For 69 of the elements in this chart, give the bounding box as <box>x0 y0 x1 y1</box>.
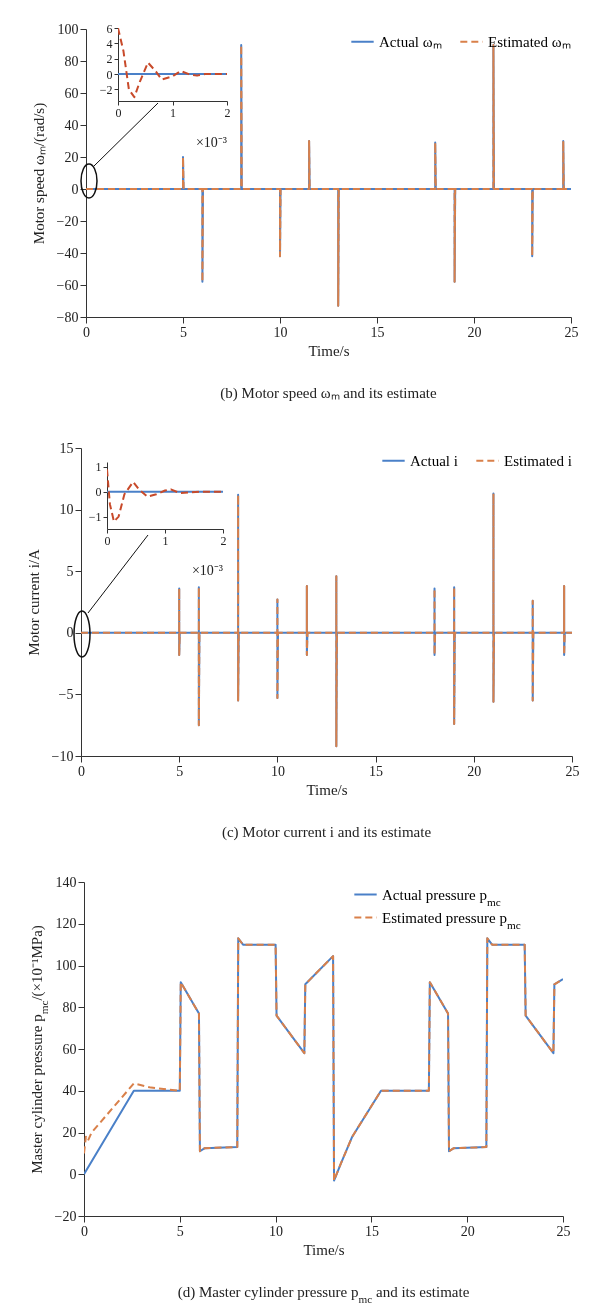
x-tick-label: 15 <box>369 763 384 779</box>
x-tick-label: 25 <box>565 763 580 779</box>
x-tick-label: 0 <box>83 324 90 340</box>
y-tick-label: 20 <box>62 1125 77 1140</box>
legend-label: Estimated pressure p$_{mc}$ <box>382 909 521 931</box>
y-tick-label: 15 <box>59 440 74 456</box>
x-axis-title: Time/s <box>306 781 348 798</box>
y-tick-label: 6 <box>106 21 113 36</box>
x-tick-label: 5 <box>176 763 184 779</box>
x-tick-label: 1 <box>162 533 169 548</box>
y-tick-label: 20 <box>64 149 79 165</box>
y-tick-label: 80 <box>62 999 77 1015</box>
x-tick-label: 5 <box>180 324 187 340</box>
x-tick-label: 25 <box>556 1223 571 1239</box>
legend-label: Estimated ωₘ <box>488 33 571 50</box>
y-axis-title: Motor speed ωₘ/(rad/s) <box>30 102 48 245</box>
y-tick-label: 0 <box>71 181 79 197</box>
y-tick-label: 4 <box>106 36 113 51</box>
y-tick-label: 100 <box>57 21 79 37</box>
x-tick-label: 10 <box>270 763 285 779</box>
x-tick-label: 20 <box>467 324 482 340</box>
y-tick-label: 2 <box>106 52 113 67</box>
x-tick-label: 5 <box>176 1223 184 1239</box>
y-tick-label: 40 <box>62 1083 77 1099</box>
y-tick-label: 40 <box>64 117 79 133</box>
y-tick-label: −5 <box>58 686 74 702</box>
y-axis-title: Motor current i/A <box>25 549 42 656</box>
y-tick-label: −10 <box>51 748 74 764</box>
text: (d) Master cylinder pressure p$_{mc}$ and its estimate <box>177 1284 470 1305</box>
x-axis-title: Time/s <box>303 1241 345 1258</box>
y-tick-label: 0 <box>95 485 102 500</box>
legend-label: Actual pressure p$_{mc}$ <box>382 886 501 908</box>
x-tick-label: 20 <box>460 1223 475 1239</box>
y-tick-label: 0 <box>69 1166 77 1182</box>
x-tick-label: 1 <box>170 105 176 120</box>
y-tick-label: 60 <box>64 85 79 101</box>
y-tick-label: −40 <box>56 245 79 261</box>
y-tick-label: −80 <box>56 309 79 325</box>
annotation: ×10⁻³ <box>191 563 223 578</box>
y-tick-label: 140 <box>55 874 77 890</box>
y-tick-label: 100 <box>55 958 77 973</box>
y-tick-label: −2 <box>99 82 113 97</box>
y-tick-label: 0 <box>66 625 74 641</box>
x-tick-label: 25 <box>564 324 579 340</box>
x-tick-label: 2 <box>224 105 231 120</box>
y-tick-label: 0 <box>106 67 113 82</box>
text: (b) Motor speed ωₘ and its estimate <box>220 385 437 402</box>
x-tick-label: 10 <box>269 1223 284 1239</box>
legend-label: Estimated i <box>504 452 572 469</box>
y-tick-label: 1 <box>95 460 102 475</box>
y-tick-label: 80 <box>64 53 79 69</box>
legend-label: Actual ωₘ <box>379 33 442 50</box>
y-tick-label: −1 <box>88 510 102 525</box>
y-tick-label: −20 <box>54 1208 77 1224</box>
annotation: ×10⁻³ <box>195 135 227 150</box>
y-tick-label: −20 <box>56 213 79 229</box>
x-tick-label: 2 <box>220 533 227 548</box>
y-tick-label: 5 <box>66 563 74 579</box>
text: (c) Motor current i and its estimate <box>221 824 432 841</box>
x-tick-label: 20 <box>467 763 482 779</box>
y-tick-label: −60 <box>56 277 79 293</box>
y-tick-label: 60 <box>62 1041 77 1057</box>
x-tick-label: 15 <box>370 324 385 340</box>
y-tick-label: 10 <box>59 502 74 518</box>
x-axis-title: Time/s <box>308 342 350 359</box>
x-tick-label: 15 <box>364 1223 379 1239</box>
x-tick-label: 10 <box>273 324 288 340</box>
y-tick-label: 120 <box>55 916 77 932</box>
legend-label: Actual i <box>410 452 458 469</box>
